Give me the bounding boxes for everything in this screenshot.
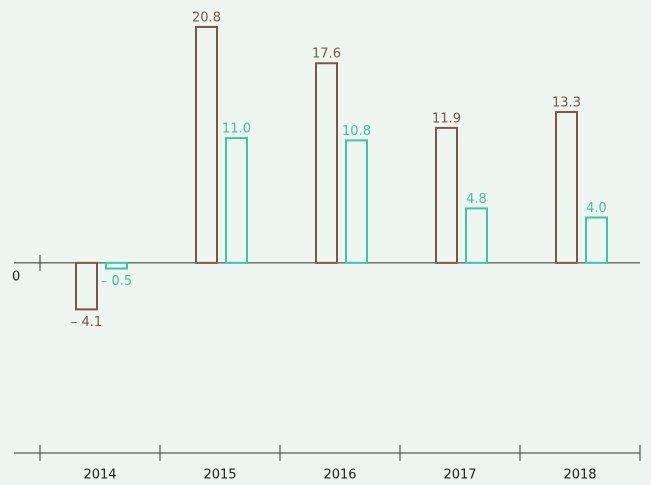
value-label: 4.8 xyxy=(466,192,487,207)
x-tick-label: 2017 xyxy=(443,468,476,483)
value-label: – 4.1 xyxy=(71,315,102,330)
bar xyxy=(195,25,218,264)
bar xyxy=(465,207,488,264)
bar xyxy=(555,111,578,264)
bar xyxy=(435,126,458,264)
bar xyxy=(75,261,98,311)
value-label: 20.8 xyxy=(192,10,221,25)
x-tick-label: 2016 xyxy=(323,468,356,483)
value-label: 13.3 xyxy=(552,96,581,111)
x-tick-label: 2014 xyxy=(83,468,116,483)
bar xyxy=(585,216,608,264)
bar xyxy=(105,261,128,270)
value-label: 17.6 xyxy=(312,47,341,62)
bar xyxy=(345,139,368,264)
value-label: 11.0 xyxy=(222,122,251,137)
value-label: 10.8 xyxy=(342,124,371,139)
value-label: – 0.5 xyxy=(101,274,132,289)
value-label: 4.0 xyxy=(586,201,607,216)
x-tick-label: 2015 xyxy=(203,468,236,483)
bar xyxy=(225,137,248,264)
bar xyxy=(315,62,338,264)
x-tick-label: 2018 xyxy=(563,468,596,483)
y-tick-label: 0 xyxy=(12,269,20,284)
value-label: 11.9 xyxy=(432,111,461,126)
